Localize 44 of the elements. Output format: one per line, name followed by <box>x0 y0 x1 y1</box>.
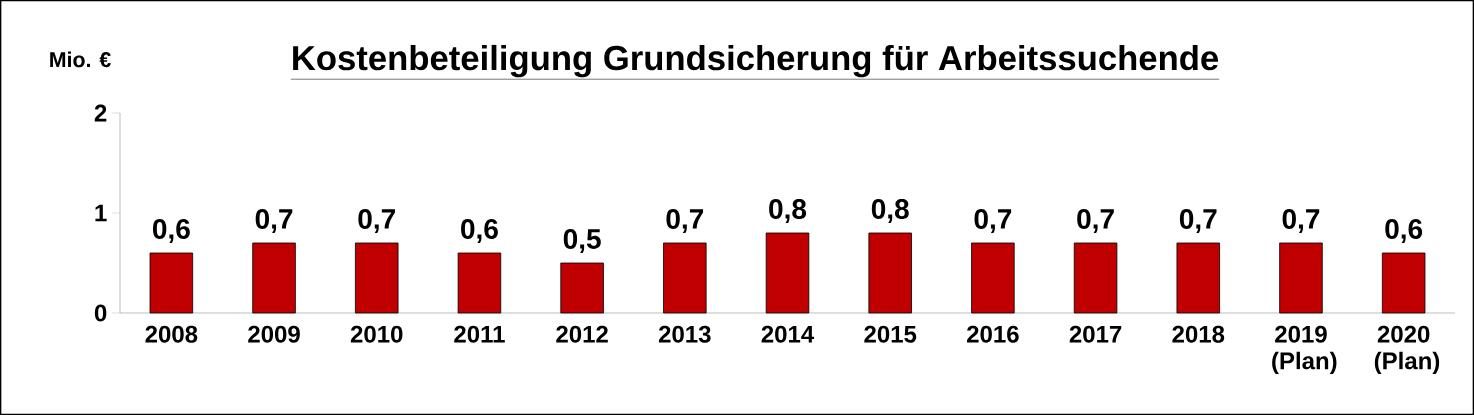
data-label: 0,7 <box>1077 209 1114 233</box>
data-label: 0,7 <box>1179 209 1217 233</box>
x-tick-label: 2012 <box>556 325 608 343</box>
x-tick-label: 2018 <box>1172 325 1225 343</box>
bar <box>252 242 296 314</box>
data-label: 0,6 <box>461 219 498 243</box>
x-tick-label: 2013 <box>658 325 711 343</box>
data-label: 0,8 <box>769 199 807 223</box>
bar <box>149 252 194 314</box>
bar <box>560 262 604 314</box>
x-tick-label: 2020 (Plan) <box>1374 325 1440 375</box>
bar <box>355 242 399 314</box>
data-label: 0,7 <box>358 209 395 233</box>
x-tick-label: 2008 <box>145 325 198 343</box>
data-label: 0,7 <box>1282 209 1320 233</box>
x-tick-label: 2010 <box>350 325 403 343</box>
y-tick-label: 1 <box>95 204 107 222</box>
data-label: 0,7 <box>255 209 293 233</box>
bar <box>765 232 810 314</box>
x-tick-label: 2015 <box>864 325 917 343</box>
data-label: 0,8 <box>871 199 909 223</box>
chart-title: Kostenbeteiligung Grundsicherung für Arbeitssuchende <box>293 44 1219 78</box>
bar <box>1073 242 1118 314</box>
data-label: 0,7 <box>666 209 704 233</box>
data-label: 0,7 <box>974 209 1012 233</box>
data-label: 0,5 <box>563 229 601 253</box>
x-tick-label: 2019 (Plan) <box>1272 325 1337 375</box>
y-tick-label: 2 <box>94 104 107 122</box>
y-tick-label: 0 <box>94 304 107 322</box>
bar <box>971 242 1015 314</box>
x-tick-label: 2016 <box>967 325 1019 343</box>
x-tick-label: 2009 <box>248 325 300 343</box>
x-tick-label: 2017 <box>1069 325 1122 343</box>
bar <box>1381 252 1426 314</box>
x-tick-label: 2011 <box>454 325 505 343</box>
bar <box>457 252 502 314</box>
data-label: 0,6 <box>153 219 190 243</box>
x-tick-label: 2014 <box>761 325 815 343</box>
bar <box>868 232 912 314</box>
y-axis-title: Mio. € <box>50 51 111 68</box>
bar <box>1176 242 1220 314</box>
bar <box>1279 242 1323 314</box>
bar <box>663 242 707 314</box>
data-label: 0,6 <box>1385 219 1423 243</box>
